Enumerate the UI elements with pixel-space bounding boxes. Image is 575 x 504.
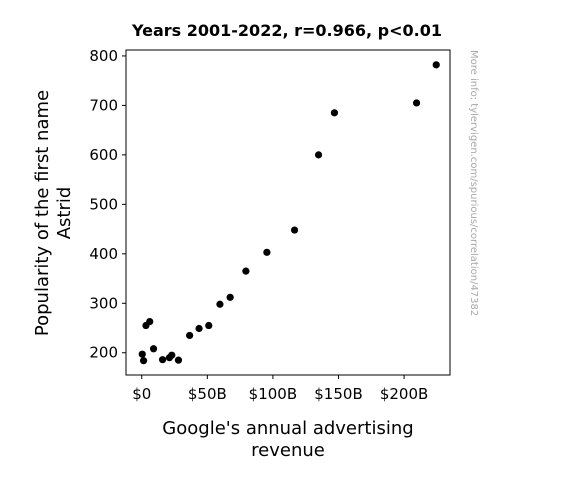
data-point xyxy=(149,345,158,353)
y-tick-label: 600 xyxy=(89,146,118,164)
source-watermark: More info: tylervigen.com/spurious/corre… xyxy=(468,50,479,316)
y-tick-label: 700 xyxy=(89,96,118,114)
data-point xyxy=(195,324,203,333)
x-tick-label: $100B xyxy=(249,385,297,403)
data-point xyxy=(290,226,299,234)
y-tick-label: 500 xyxy=(89,195,118,213)
x-tick-label: $150B xyxy=(314,385,362,403)
x-axis-label-line-2: revenue xyxy=(251,440,325,461)
data-point xyxy=(174,356,183,364)
y-axis: 200 300 400 500 600 700 800 xyxy=(89,47,126,362)
data-point xyxy=(314,151,323,159)
data-point xyxy=(205,321,213,330)
y-tick-label: 400 xyxy=(89,245,118,263)
data-point xyxy=(242,267,250,275)
data-point xyxy=(226,293,234,301)
y-tick-label: 800 xyxy=(89,47,118,65)
data-point xyxy=(432,61,440,69)
data-point xyxy=(263,248,271,256)
data-point xyxy=(412,99,421,107)
data-point xyxy=(216,300,224,308)
data-point xyxy=(139,357,148,365)
x-axis: $0 $50B $100B $150B $200B xyxy=(132,375,428,403)
x-tick-label: $200B xyxy=(380,385,428,403)
x-tick-label: $50B xyxy=(188,385,227,403)
data-points xyxy=(138,61,440,365)
data-point xyxy=(158,356,167,364)
chart-title: Years 2001-2022, r=0.966, p<0.01 xyxy=(131,21,442,40)
data-point xyxy=(138,350,146,358)
plot-area-frame xyxy=(125,49,451,376)
data-point xyxy=(168,351,176,359)
data-point xyxy=(330,109,339,117)
x-axis-label-line-1: Google's annual advertising xyxy=(162,418,413,439)
y-axis-label-line-2: Astrid xyxy=(54,187,75,240)
y-axis-label-line-1: Popularity of the first name xyxy=(32,90,53,336)
y-tick-label: 300 xyxy=(89,294,118,312)
x-tick-label: $0 xyxy=(132,385,151,403)
data-point xyxy=(186,331,194,340)
data-point xyxy=(146,317,154,326)
y-tick-label: 200 xyxy=(89,344,118,362)
